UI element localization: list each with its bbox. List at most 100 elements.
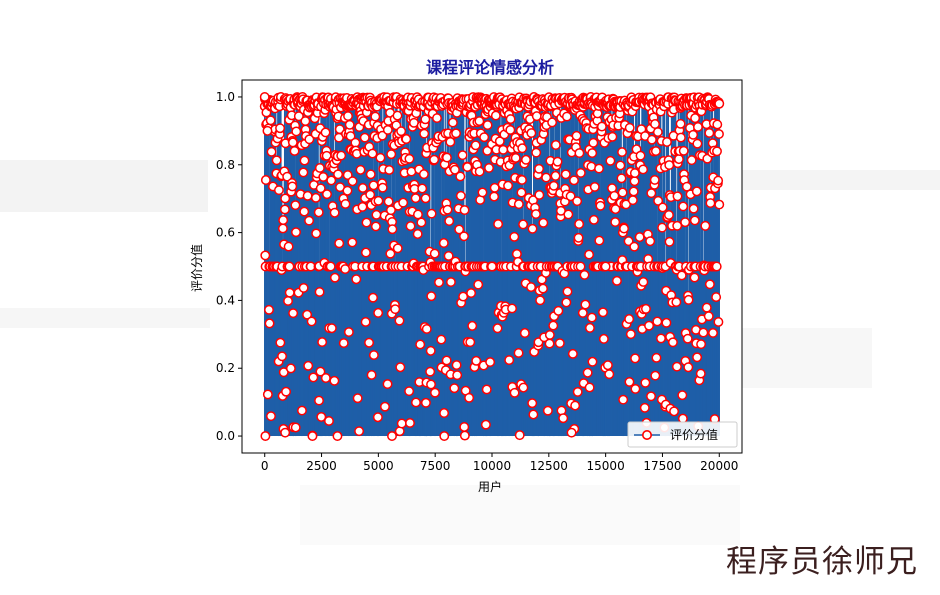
data-point bbox=[618, 394, 629, 405]
data-point bbox=[396, 126, 407, 137]
data-point bbox=[429, 154, 440, 165]
data-point bbox=[303, 360, 314, 371]
x-tick-label: 20000 bbox=[700, 459, 738, 473]
data-point bbox=[617, 187, 628, 198]
data-point bbox=[623, 236, 634, 247]
data-point bbox=[365, 189, 376, 200]
data-point bbox=[313, 207, 324, 218]
data-point bbox=[513, 348, 524, 358]
data-point bbox=[464, 392, 475, 403]
data-point bbox=[700, 220, 711, 231]
data-point bbox=[265, 115, 276, 126]
data-point bbox=[629, 241, 640, 252]
data-point bbox=[277, 351, 288, 362]
data-point bbox=[645, 236, 656, 247]
data-point bbox=[493, 219, 504, 229]
data-point bbox=[714, 199, 725, 210]
data-point bbox=[596, 121, 607, 132]
data-point bbox=[304, 215, 315, 226]
data-point bbox=[368, 350, 379, 361]
data-point bbox=[617, 147, 628, 158]
data-point bbox=[584, 382, 595, 393]
data-point bbox=[315, 183, 326, 194]
legend-box bbox=[627, 421, 738, 448]
data-point bbox=[307, 431, 318, 441]
data-point bbox=[703, 311, 714, 322]
data-point bbox=[653, 195, 664, 206]
data-point bbox=[360, 247, 371, 258]
data-point bbox=[420, 193, 431, 204]
data-point bbox=[605, 155, 616, 166]
data-point bbox=[298, 282, 309, 293]
data-point bbox=[284, 287, 295, 298]
data-point bbox=[347, 176, 358, 187]
data-point bbox=[677, 413, 688, 424]
data-point bbox=[471, 355, 482, 366]
data-point bbox=[562, 286, 573, 297]
data-point bbox=[713, 316, 724, 327]
data-point bbox=[662, 137, 672, 147]
data-point bbox=[547, 117, 558, 128]
data-point bbox=[534, 163, 544, 174]
data-point bbox=[712, 119, 723, 130]
data-point bbox=[262, 389, 273, 400]
data-point bbox=[688, 129, 699, 140]
data-point bbox=[342, 185, 353, 196]
data-point bbox=[343, 111, 353, 122]
data-point bbox=[713, 175, 724, 186]
data-point bbox=[528, 409, 539, 420]
data-point bbox=[639, 402, 650, 413]
data-point bbox=[470, 140, 481, 151]
data-point bbox=[650, 146, 661, 157]
data-point bbox=[711, 261, 722, 272]
data-point bbox=[315, 366, 326, 377]
data-point bbox=[561, 111, 572, 122]
data-point bbox=[572, 386, 583, 397]
data-point bbox=[602, 360, 613, 371]
data-point bbox=[333, 169, 344, 180]
data-point bbox=[615, 160, 626, 171]
data-point bbox=[507, 303, 517, 314]
data-point bbox=[371, 209, 382, 220]
data-point bbox=[657, 222, 668, 233]
data-point bbox=[367, 148, 378, 159]
data-point bbox=[650, 370, 661, 381]
data-point bbox=[444, 216, 455, 226]
data-point bbox=[489, 191, 500, 202]
data-point bbox=[692, 138, 703, 149]
data-point bbox=[459, 430, 470, 441]
data-point bbox=[300, 116, 311, 127]
data-point bbox=[503, 180, 514, 191]
data-point bbox=[273, 185, 284, 196]
data-point bbox=[534, 190, 545, 200]
data-point bbox=[518, 219, 529, 230]
data-point bbox=[588, 214, 599, 225]
data-point bbox=[638, 277, 649, 287]
data-point bbox=[571, 130, 582, 141]
data-point bbox=[677, 390, 688, 401]
data-point bbox=[487, 261, 497, 272]
data-point bbox=[441, 152, 452, 163]
data-point bbox=[587, 356, 598, 367]
data-point bbox=[569, 175, 579, 186]
data-point bbox=[280, 193, 291, 204]
data-point bbox=[484, 162, 494, 173]
data-point bbox=[383, 196, 394, 207]
data-point bbox=[678, 201, 689, 212]
data-point bbox=[326, 175, 337, 186]
data-point bbox=[607, 131, 618, 142]
data-point bbox=[329, 375, 340, 386]
data-point bbox=[526, 282, 537, 293]
y-tick-label: 0.2 bbox=[216, 361, 235, 375]
data-point bbox=[390, 304, 401, 315]
data-point bbox=[627, 195, 638, 206]
data-point bbox=[317, 337, 328, 348]
data-point bbox=[304, 134, 315, 145]
data-point bbox=[344, 119, 355, 130]
data-point bbox=[619, 223, 629, 234]
data-point bbox=[676, 270, 687, 281]
data-point bbox=[610, 204, 621, 215]
data-point bbox=[681, 181, 692, 192]
data-point bbox=[628, 186, 639, 197]
